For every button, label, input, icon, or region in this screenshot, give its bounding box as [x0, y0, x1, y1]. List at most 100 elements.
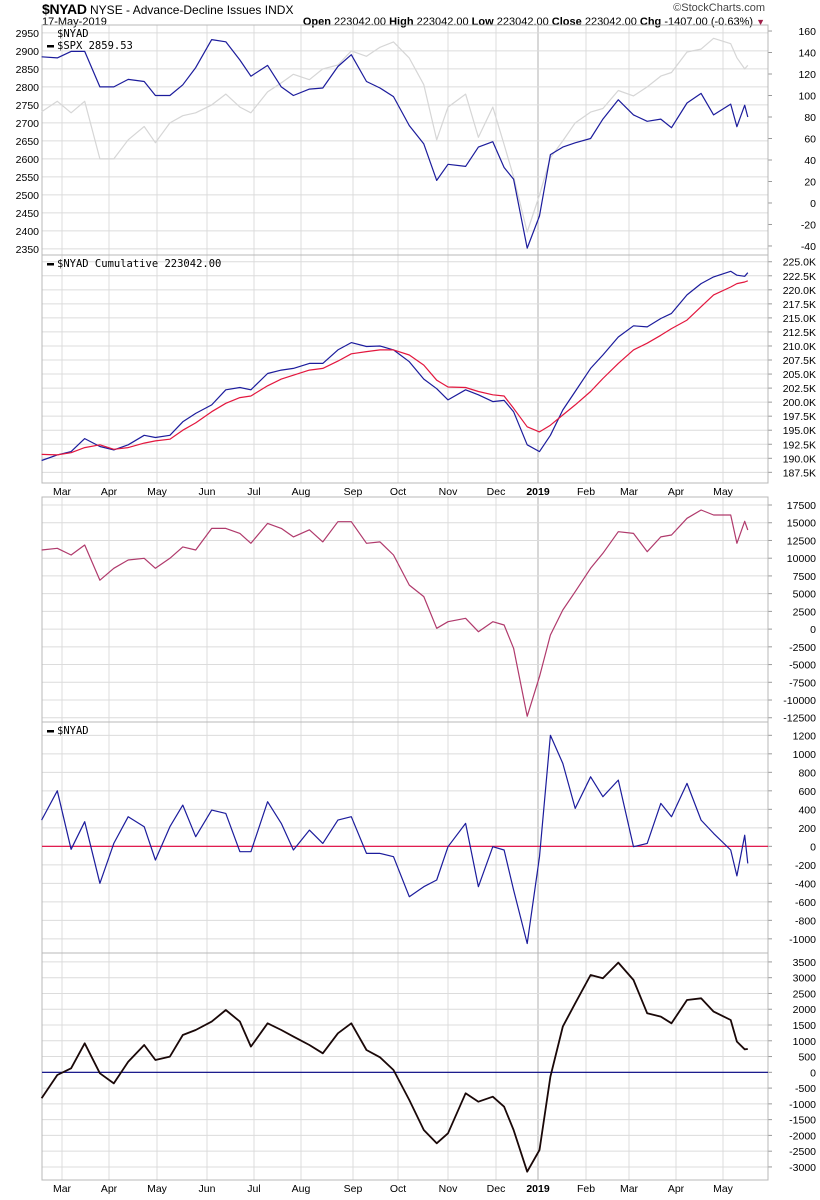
right-axis-tick-label: 2000 [793, 1004, 817, 1016]
right-axis-tick-label: 800 [798, 767, 816, 779]
x-axis-month-label: May [713, 486, 734, 498]
left-axis-tick-label: 2700 [16, 118, 40, 130]
right-axis-tick-label: 160 [798, 26, 816, 38]
right-axis-tick-label: 205.0K [783, 369, 816, 381]
series-line-nyad [41, 39, 749, 249]
right-axis-tick-label: -2000 [789, 1130, 816, 1142]
right-axis-tick-label: 15000 [787, 518, 816, 530]
brand-logo[interactable]: ©StockCharts.com [673, 2, 765, 14]
right-axis-tick-label: -500 [795, 1083, 816, 1095]
left-axis-tick-label: 2950 [16, 28, 40, 40]
panel-5: -3000 -2500 -2000 -1500 -1000 -500 0 500 1000 150… [40, 952, 817, 1181]
series-line-smoothed [40, 961, 748, 1173]
left-axis-tick-label: 2600 [16, 154, 40, 166]
x-axis-month-label: Dec [487, 1183, 506, 1195]
right-axis-tick-label: 220.0K [783, 285, 816, 297]
x-axis-month-label: Aug [292, 486, 311, 498]
right-axis-tick-label: 1500 [793, 1020, 817, 1032]
right-axis-tick-label: 500 [798, 1052, 816, 1064]
right-axis-tick-label: 17500 [787, 500, 816, 512]
x-axis-month-label: Mar [620, 1183, 639, 1195]
right-axis-tick-label: 120 [798, 69, 816, 81]
right-axis-tick-label: 1000 [793, 1036, 817, 1048]
left-axis-tick-label: 2900 [16, 46, 40, 58]
left-axis-tick-label: 2500 [16, 190, 40, 202]
right-axis-tick-label: -2500 [789, 1146, 816, 1158]
right-axis-tick-label: 400 [798, 804, 816, 816]
x-axis-month-label: Apr [101, 486, 118, 498]
right-axis-tick-label: 212.5K [783, 327, 816, 339]
right-axis-tick-label: 7500 [793, 571, 817, 583]
x-axis-month-label: Sep [344, 486, 363, 498]
right-axis-tick-label: 200.0K [783, 397, 816, 409]
left-axis-tick-label: 2750 [16, 100, 40, 112]
right-axis-tick-label: 215.0K [783, 313, 816, 325]
x-axis-month-label: Jul [247, 486, 260, 498]
right-axis-tick-label: 207.5K [783, 355, 816, 367]
right-axis-tick-label: -600 [795, 897, 816, 909]
x-axis-month-label: Feb [577, 486, 595, 498]
right-axis-tick-label: 190.0K [783, 453, 816, 465]
right-axis-tick-label: 195.0K [783, 425, 816, 437]
right-axis-tick-label: -12500 [783, 713, 816, 725]
x-axis-month-label: 2019 [526, 486, 550, 498]
right-axis-tick-label: 210.0K [783, 341, 816, 353]
x-axis-month-label: Mar [53, 1183, 72, 1195]
right-axis-tick-label: -200 [795, 860, 816, 872]
down-triangle-icon: ▼ [756, 17, 765, 27]
right-axis-tick-label: 225.0K [783, 257, 816, 269]
panel-4: -1000 -800 -600 -400 -200 0 200 400 600 800 1000 12… [41, 721, 817, 954]
series-line-oscillator [41, 734, 749, 945]
panel-frame [41, 952, 769, 1181]
x-axis-month-label: May [147, 486, 168, 498]
right-axis-tick-label: -800 [795, 915, 816, 927]
left-axis-tick-label: 2350 [16, 244, 40, 256]
right-axis-tick-label: 5000 [793, 589, 817, 601]
right-axis-tick-label: 217.5K [783, 299, 816, 311]
x-axis-month-label: Oct [390, 1183, 406, 1195]
panel-3: -12500 -10000 -7500 -5000 -2500 0 2500 5000 7500… [41, 496, 817, 725]
x-axis-month-label: 2019 [526, 1183, 550, 1195]
right-axis-tick-label: 2500 [793, 606, 817, 618]
x-axis-month-label: Mar [620, 486, 639, 498]
panel-1: -40 -20 0 20 40 60 80 100 120 140 160 2350 2400 2450 2… [16, 24, 816, 256]
x-axis-month-label: May [147, 1183, 168, 1195]
symbol: $NYAD [42, 1, 87, 17]
legend-swatch [47, 730, 54, 733]
x-axis-month-label: Jun [199, 1183, 216, 1195]
right-axis-tick-label: -10000 [783, 695, 816, 707]
x-axis-month-label: Apr [668, 486, 685, 498]
series-line-panel3 [41, 509, 749, 717]
right-axis-tick-label: 0 [810, 1067, 816, 1079]
right-axis-tick-label: 197.5K [783, 411, 816, 423]
right-axis-tick-label: 0 [810, 841, 816, 853]
left-axis-tick-label: 2650 [16, 136, 40, 148]
right-axis-tick-label: 1000 [793, 749, 817, 761]
right-axis-tick-label: 1200 [793, 730, 817, 742]
right-axis-tick-label: 3500 [793, 957, 817, 969]
right-axis-tick-label: -3000 [789, 1162, 816, 1174]
right-axis-tick-label: 40 [804, 155, 816, 167]
x-axis-month-label: Mar [53, 486, 72, 498]
legend-label: $NYAD [57, 28, 89, 40]
x-axis-month-label: Aug [292, 1183, 311, 1195]
left-axis-tick-label: 2800 [16, 82, 40, 94]
right-axis-tick-label: 10000 [787, 553, 816, 565]
left-axis-tick-label: 2850 [16, 64, 40, 76]
right-axis-tick-label: -400 [795, 878, 816, 890]
right-axis-tick-label: -5000 [789, 660, 816, 672]
right-axis-tick-label: -40 [801, 241, 816, 253]
legend-label: $NYAD Cumulative 223042.00 [57, 258, 221, 270]
x-axis-month-label: Dec [487, 486, 506, 498]
panel-frame [41, 496, 769, 723]
right-axis-tick-label: -2500 [789, 642, 816, 654]
chart-title: $NYAD NYSE - Advance-Decline Issues INDX [42, 1, 293, 17]
legend-label: $SPX 2859.53 [57, 40, 133, 52]
right-axis-tick-label: 187.5K [783, 467, 816, 479]
legend-label: $NYAD [57, 725, 89, 737]
right-axis-tick-label: 3000 [793, 973, 817, 985]
x-axis-month-label: Nov [439, 1183, 458, 1195]
right-axis-tick-label: 20 [804, 176, 816, 188]
right-axis-tick-label: -1500 [789, 1115, 816, 1127]
